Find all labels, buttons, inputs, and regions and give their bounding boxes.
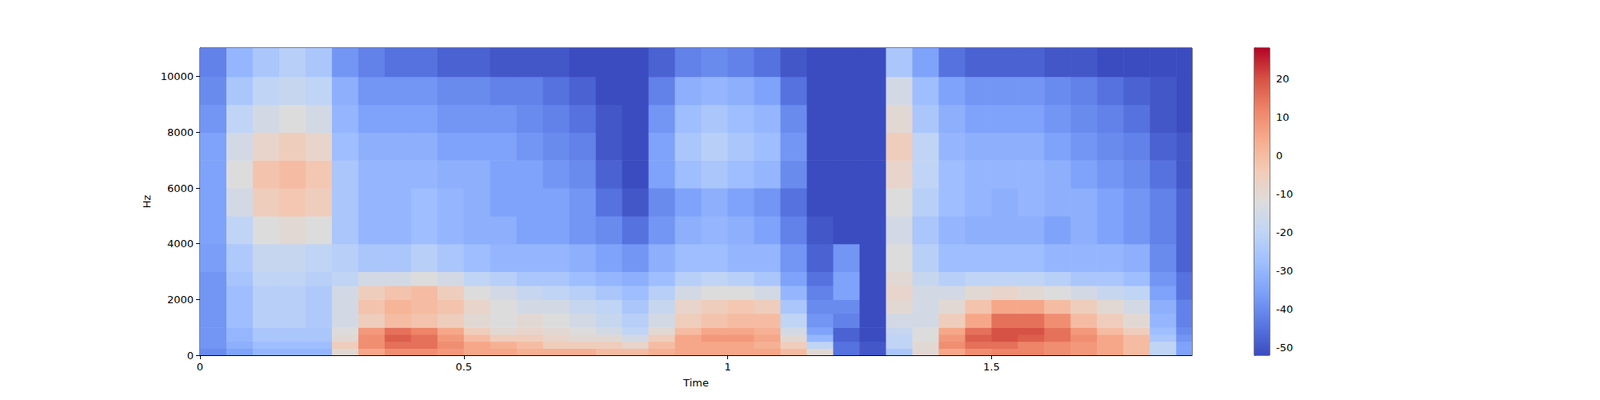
svg-text:0: 0 [1276, 149, 1283, 162]
svg-text:4000: 4000 [167, 237, 194, 250]
svg-text:0.5: 0.5 [455, 360, 472, 373]
svg-text:6000: 6000 [167, 182, 194, 195]
svg-text:0: 0 [187, 349, 194, 362]
svg-text:1: 1 [724, 360, 731, 373]
svg-text:1.5: 1.5 [983, 360, 1000, 373]
svg-text:Time: Time [682, 376, 709, 389]
svg-text:-10: -10 [1276, 188, 1293, 200]
svg-text:Hz: Hz [140, 195, 153, 209]
svg-text:-30: -30 [1276, 264, 1293, 277]
svg-text:-20: -20 [1276, 226, 1293, 239]
svg-text:10000: 10000 [160, 70, 194, 83]
svg-text:8000: 8000 [167, 126, 194, 139]
svg-text:-50: -50 [1276, 341, 1293, 354]
svg-text:20: 20 [1276, 72, 1290, 85]
svg-text:-40: -40 [1276, 303, 1293, 316]
svg-text:10: 10 [1276, 111, 1290, 124]
svg-text:0: 0 [196, 360, 204, 373]
svg-text:2000: 2000 [167, 293, 194, 306]
